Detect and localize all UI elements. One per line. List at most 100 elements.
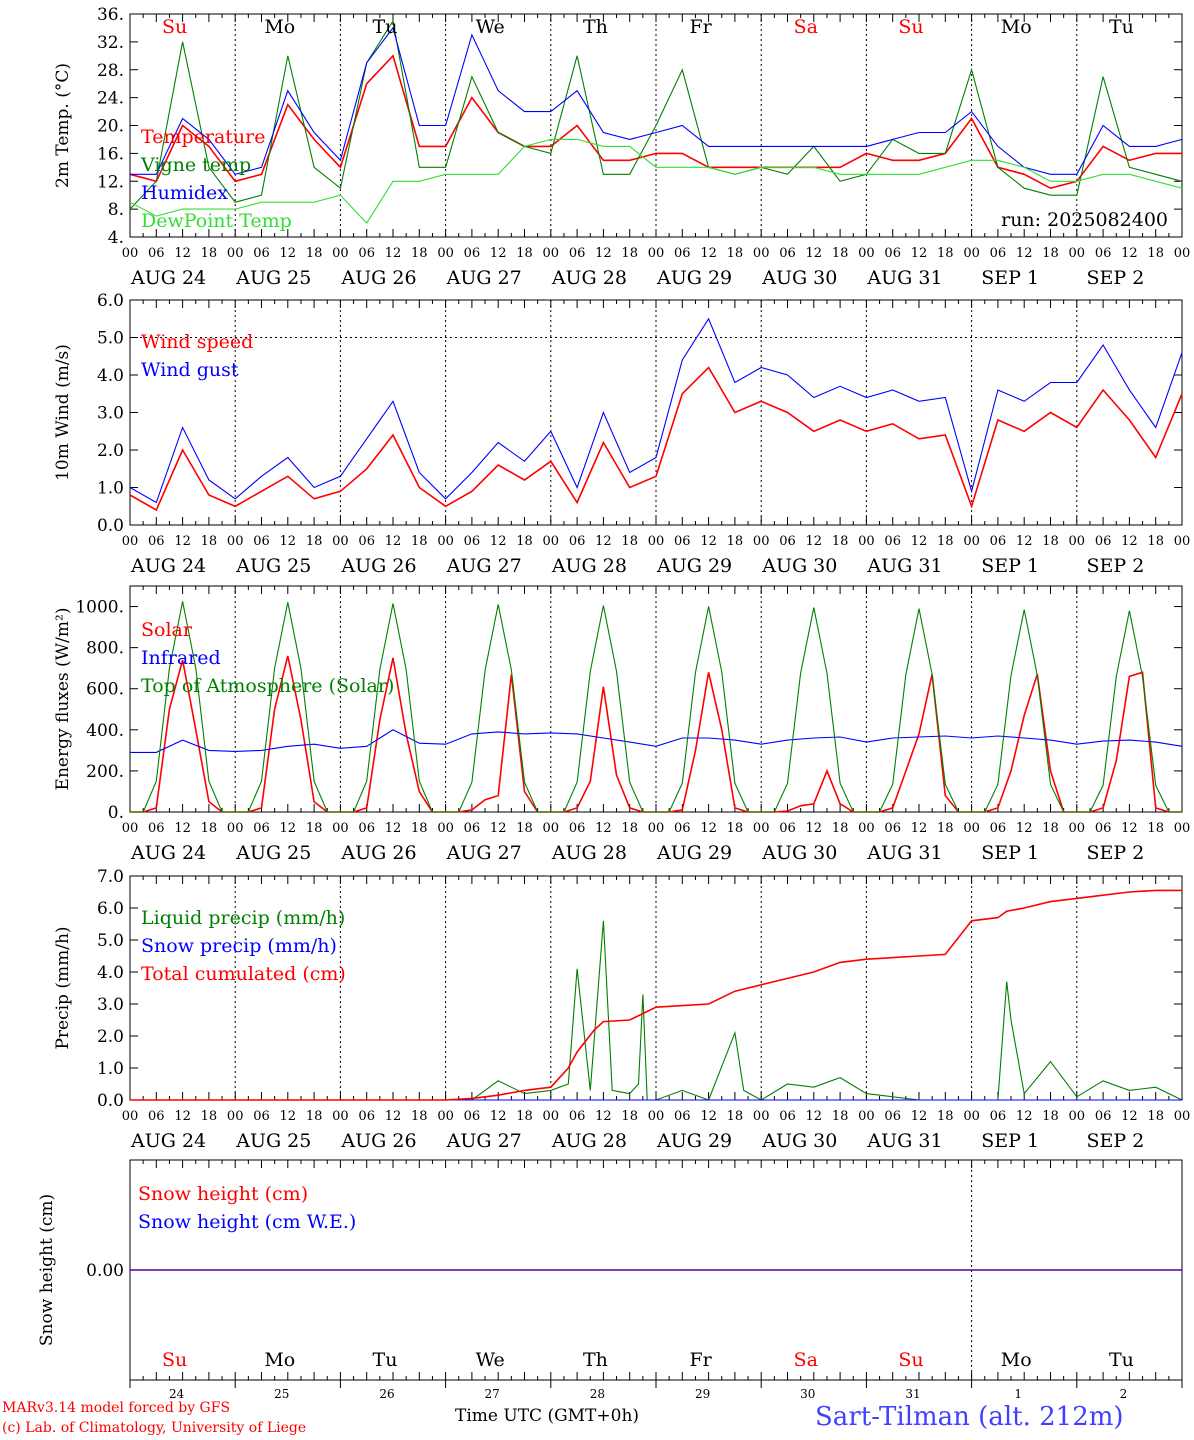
temp-y-tick-label: 24. [97,89,124,109]
energy-hour-label: 06 [148,821,165,836]
precip-hour-label: 06 [674,1109,691,1124]
wind-y-tick-label: 4.0 [97,366,124,386]
temp-legend-dewpoint-temp: DewPoint Temp [141,210,292,232]
precip-hour-label: 06 [253,1109,270,1124]
day-of-week-top: Sa [794,16,818,38]
temp-hour-label: 06 [358,246,375,261]
day-number-label: 25 [274,1387,289,1401]
snow-legend-snow-height-cm-w-e-: Snow height (cm W.E.) [138,1211,356,1233]
day-of-week-bottom: Sa [794,1349,818,1371]
precip-y-tick-label: 7.0 [97,867,124,887]
wind-hour-label: 00 [753,534,770,549]
wind-hour-label: 12 [700,534,717,549]
wind-y-tick-label: 1.0 [97,479,124,499]
energy-hour-label: 12 [911,821,928,836]
temp-date-label: AUG 29 [656,267,732,289]
wind-hour-label: 18 [306,534,323,549]
wind-hour-label: 12 [595,534,612,549]
day-of-week-bottom: Mo [1001,1349,1032,1371]
wind-hour-label: 06 [358,534,375,549]
wind-y-tick-label: 5.0 [97,329,124,349]
precip-hour-label: 12 [806,1109,823,1124]
energy-date-label: AUG 31 [866,842,942,864]
wind-hour-label: 06 [779,534,796,549]
temp-y-tick-label: 8. [108,200,124,220]
temp-hour-label: 00 [332,246,349,261]
energy-y-tick-label: 200. [86,762,124,782]
day-of-week-bottom: We [476,1349,505,1371]
wind-hour-label: 12 [806,534,823,549]
energy-hour-label: 06 [253,821,270,836]
temp-hour-label: 06 [990,246,1007,261]
precip-hour-label: 12 [174,1109,191,1124]
temp-hour-label: 00 [1174,246,1191,261]
precip-hour-label: 00 [1174,1109,1191,1124]
temp-date-label: AUG 25 [235,267,311,289]
precip-hour-label: 00 [543,1109,560,1124]
precip-hour-label: 00 [437,1109,454,1124]
wind-hour-label: 12 [1121,534,1138,549]
precip-y-tick-label: 2.0 [97,1027,124,1047]
day-of-week-top: Tu [373,16,398,38]
energy-hour-label: 00 [122,821,139,836]
temp-hour-label: 12 [806,246,823,261]
energy-hour-label: 12 [595,821,612,836]
energy-hour-label: 18 [621,821,638,836]
wind-hour-label: 06 [253,534,270,549]
energy-date-label: AUG 25 [235,842,311,864]
station-title: Sart-Tilman (alt. 212m) [815,1402,1124,1432]
snow-y-axis-title: Snow height (cm) [37,1194,57,1346]
temp-hour-label: 06 [884,246,901,261]
temp-hour-label: 06 [253,246,270,261]
day-number-label: 29 [695,1387,710,1401]
energy-hour-label: 00 [648,821,665,836]
temp-hour-label: 18 [832,246,849,261]
time-axis-label: Time UTC (GMT+0h) [455,1406,640,1426]
precip-hour-label: 00 [648,1109,665,1124]
energy-hour-label: 06 [1095,821,1112,836]
temp-hour-label: 18 [411,246,428,261]
temp-hour-label: 18 [727,246,744,261]
day-of-week-bottom: Su [898,1349,923,1371]
precip-date-label: AUG 31 [866,1130,942,1152]
energy-hour-label: 00 [858,821,875,836]
energy-hour-label: 18 [727,821,744,836]
temp-date-label: AUG 24 [130,267,206,289]
wind-hour-label: 12 [174,534,191,549]
temp-date-label: SEP 1 [981,267,1039,289]
temp-date-label: AUG 27 [446,267,522,289]
temp-hour-label: 06 [148,246,165,261]
snow-legend-snow-height-cm-: Snow height (cm) [138,1183,308,1205]
energy-date-label: AUG 24 [130,842,206,864]
temp-date-label: SEP 2 [1086,267,1144,289]
precip-date-label: SEP 2 [1086,1130,1144,1152]
precip-hour-label: 06 [990,1109,1007,1124]
day-of-week-top: Fr [689,16,712,38]
wind-series-line [129,366,1183,512]
temp-hour-label: 06 [569,246,586,261]
wind-hour-label: 00 [543,534,560,549]
snow-y-tick-label: 0.00 [86,1261,124,1281]
precip-hour-label: 18 [306,1109,323,1124]
wind-hour-label: 06 [148,534,165,549]
precip-y-tick-label: 3.0 [97,995,124,1015]
precip-hour-label: 06 [358,1109,375,1124]
temp-hour-label: 12 [490,246,507,261]
precip-series-line [130,920,1183,1101]
precip-hour-label: 18 [1147,1109,1164,1124]
energy-hour-label: 18 [306,821,323,836]
energy-hour-label: 00 [963,821,980,836]
energy-hour-label: 00 [437,821,454,836]
precip-hour-label: 12 [280,1109,297,1124]
precip-y-tick-label: 6.0 [97,899,124,919]
wind-hour-label: 18 [1042,534,1059,549]
temp-date-label: AUG 26 [340,267,416,289]
credit-line-2: (c) Lab. of Climatology, University of L… [2,1420,307,1436]
temp-hour-label: 00 [543,246,560,261]
precip-date-label: AUG 26 [340,1130,416,1152]
energy-hour-label: 06 [674,821,691,836]
temp-hour-label: 00 [753,246,770,261]
temp-hour-label: 12 [700,246,717,261]
energy-hour-label: 12 [490,821,507,836]
temp-hour-label: 00 [1069,246,1086,261]
